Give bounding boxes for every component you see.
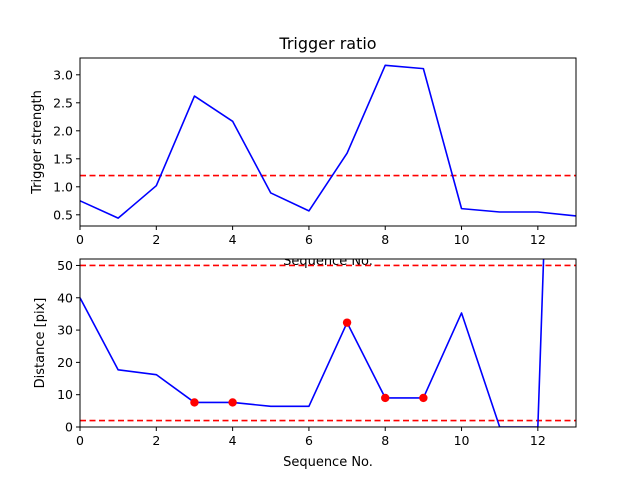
top-x-tick-label: 2 bbox=[152, 232, 160, 247]
bottom-x-tick-label: 10 bbox=[454, 433, 470, 448]
bottom-axes: 0 2 4 6 8 10 12 0 10 20 30 40 50 Distance [pix] Sequen… bbox=[33, 258, 577, 470]
top-series-line-1 bbox=[80, 64, 576, 219]
bottom-x-tick-label: 2 bbox=[152, 433, 160, 448]
bottom-x-tick-label: 6 bbox=[305, 433, 313, 448]
bottom-marker-point bbox=[419, 393, 428, 403]
bottom-x-tick-label: 0 bbox=[76, 433, 84, 448]
bottom-y-tick-label: 50 bbox=[57, 258, 73, 273]
bottom-y-tick-label: 0 bbox=[65, 420, 73, 435]
bottom-x-tick-label: 4 bbox=[229, 433, 237, 448]
top-y-tick-label: 1.5 bbox=[53, 151, 73, 166]
bottom-x-tick-label: 8 bbox=[381, 433, 389, 448]
top-y-axis-label: Trigger strength bbox=[30, 90, 45, 195]
bottom-y-tick-label: 10 bbox=[57, 387, 73, 402]
top-x-tick-label: 4 bbox=[229, 232, 237, 247]
bottom-y-tick-label: 40 bbox=[57, 290, 73, 305]
bottom-series-line-1 bbox=[80, 259, 545, 427]
bottom-y-tick-label: 20 bbox=[57, 355, 73, 370]
top-axes: 0 2 4 6 8 10 12 0.5 1.0 1.5 2.0 2.5 3.0 Trigger ratio… bbox=[30, 34, 577, 269]
overlap-mask bbox=[78, 255, 578, 259]
top-y-tick-label: 0.5 bbox=[53, 207, 73, 222]
top-axes-frame bbox=[79, 57, 577, 227]
bottom-y-tick-label: 30 bbox=[57, 323, 73, 338]
bottom-marker-point bbox=[190, 398, 199, 407]
top-x-tick-label: 10 bbox=[454, 232, 470, 247]
top-x-tick-label: 0 bbox=[76, 232, 84, 247]
bottom-y-axis-label: Distance [pix] bbox=[33, 298, 48, 389]
bottom-axes-frame bbox=[79, 258, 577, 428]
top-x-tick-label: 12 bbox=[530, 232, 546, 247]
bottom-marker-point bbox=[342, 318, 352, 327]
top-y-tick-label: 3.0 bbox=[53, 67, 73, 82]
top-y-tick-label: 1.0 bbox=[53, 179, 73, 194]
top-x-tick-label: 8 bbox=[381, 232, 389, 247]
top-y-tick-label: 2.0 bbox=[53, 123, 73, 138]
bottom-marker-point bbox=[381, 393, 390, 403]
top-chart-title: Trigger ratio bbox=[278, 34, 376, 53]
top-y-tick-label: 2.5 bbox=[53, 95, 73, 110]
bottom-x-axis-label: Sequence No. bbox=[283, 455, 373, 470]
bottom-x-tick-label: 12 bbox=[530, 433, 546, 448]
top-x-tick-label: 6 bbox=[305, 232, 313, 247]
bottom-marker-point bbox=[228, 398, 237, 407]
